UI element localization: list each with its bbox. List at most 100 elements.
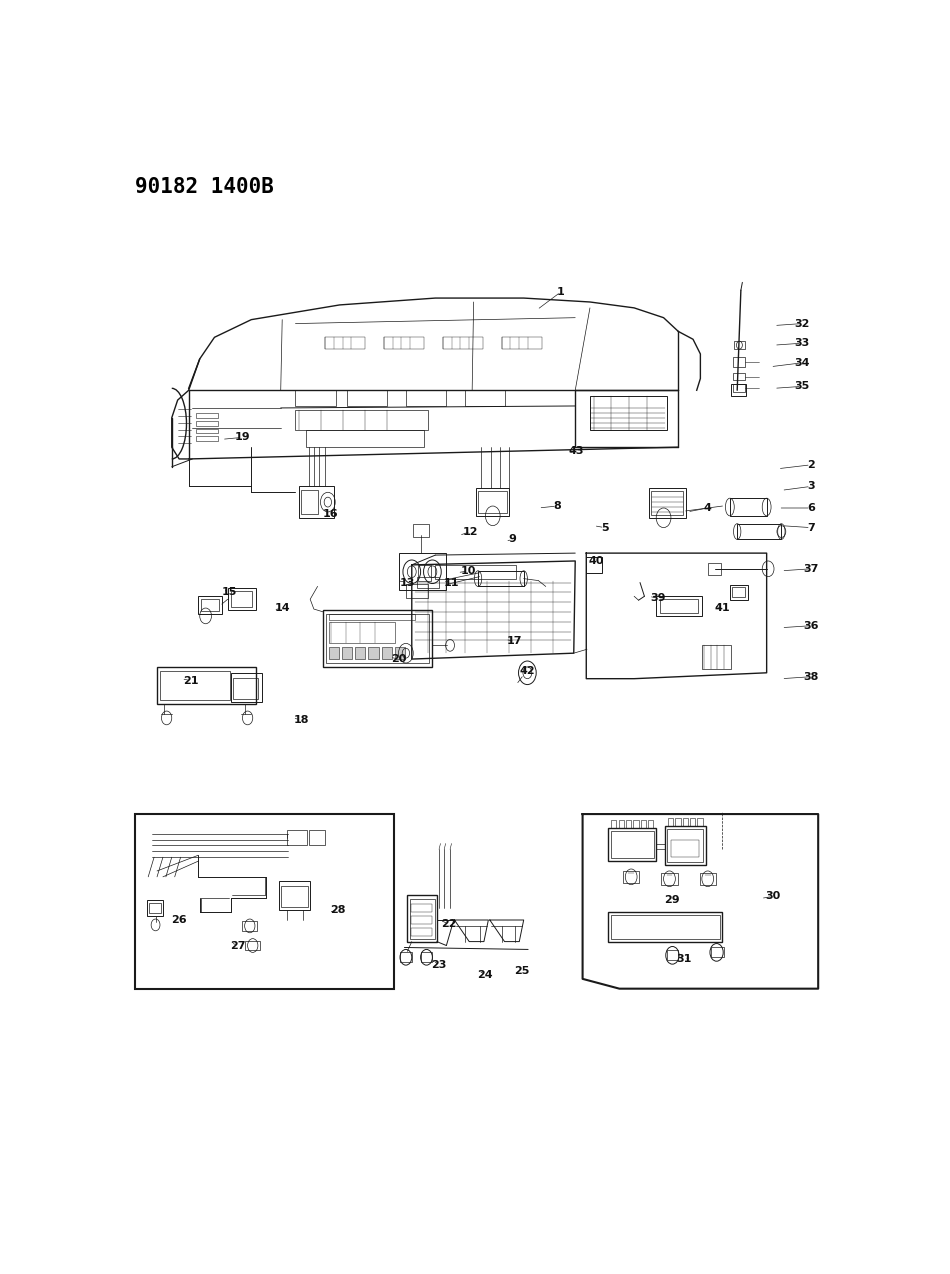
Text: 4: 4 (704, 503, 712, 513)
Bar (443, 338, 484, 349)
Bar (671, 840, 699, 857)
Bar (661, 873, 677, 884)
Bar (395, 647, 405, 659)
Bar (287, 829, 307, 846)
Text: 35: 35 (794, 381, 809, 391)
Bar (160, 671, 230, 701)
Bar (242, 921, 257, 931)
Bar (228, 589, 256, 610)
Bar (660, 599, 698, 613)
Bar (708, 563, 721, 575)
Bar (421, 953, 432, 962)
Bar (149, 903, 161, 913)
Text: 21: 21 (183, 675, 199, 685)
Bar (411, 905, 431, 912)
Bar (683, 818, 688, 826)
Bar (465, 390, 505, 406)
Bar (245, 940, 260, 950)
Bar (502, 338, 542, 349)
Bar (369, 647, 379, 659)
Bar (232, 591, 252, 608)
Bar (730, 585, 748, 600)
Bar (196, 428, 218, 433)
Bar (411, 916, 431, 924)
Text: 42: 42 (520, 666, 535, 675)
Text: 7: 7 (807, 522, 815, 533)
Bar (626, 820, 631, 828)
Bar (329, 622, 395, 643)
Text: 19: 19 (235, 432, 250, 442)
Bar (295, 410, 428, 429)
Text: 29: 29 (665, 896, 680, 906)
Bar (611, 820, 617, 828)
Bar (295, 390, 336, 406)
Bar (347, 390, 388, 406)
Bar (196, 420, 218, 426)
Text: 5: 5 (600, 522, 609, 533)
Bar (199, 596, 221, 614)
Bar (697, 818, 703, 826)
Text: 38: 38 (803, 671, 819, 682)
Bar (634, 820, 638, 828)
Bar (135, 814, 394, 989)
Bar (730, 498, 767, 516)
Bar (608, 912, 722, 941)
Text: 10: 10 (461, 566, 476, 576)
Bar (675, 818, 680, 826)
Text: 20: 20 (390, 654, 407, 664)
Bar (699, 873, 716, 884)
Bar (196, 413, 218, 418)
Text: 11: 11 (444, 577, 459, 587)
Bar (299, 487, 334, 517)
Bar (418, 564, 431, 581)
Text: 32: 32 (794, 318, 809, 329)
Bar (737, 524, 781, 539)
Text: 1: 1 (557, 287, 564, 297)
Text: 2: 2 (807, 460, 815, 470)
Bar (408, 894, 437, 941)
Text: 26: 26 (171, 915, 187, 925)
Bar (406, 583, 428, 599)
Bar (648, 820, 654, 828)
Bar (327, 614, 429, 662)
Text: 9: 9 (508, 534, 517, 544)
Bar (279, 880, 310, 910)
Text: 24: 24 (478, 970, 493, 980)
Text: 41: 41 (714, 603, 731, 613)
Bar (618, 820, 624, 828)
Bar (732, 385, 746, 396)
Text: 33: 33 (794, 338, 809, 348)
Bar (667, 950, 678, 961)
Text: 13: 13 (400, 577, 415, 587)
Bar (585, 557, 601, 573)
Bar (734, 341, 745, 349)
Bar (478, 571, 523, 586)
Bar (417, 577, 439, 589)
Text: 31: 31 (676, 954, 692, 964)
Bar (732, 372, 745, 381)
Text: 37: 37 (803, 564, 819, 573)
Text: 39: 39 (650, 594, 665, 604)
Bar (411, 927, 431, 935)
Bar (384, 338, 425, 349)
Bar (355, 647, 366, 659)
Bar (409, 899, 434, 939)
Bar (231, 673, 261, 702)
Bar (323, 610, 432, 666)
Text: 8: 8 (553, 501, 560, 511)
Text: 6: 6 (807, 503, 815, 513)
Bar (478, 492, 506, 513)
Text: 43: 43 (569, 446, 584, 456)
Text: 27: 27 (230, 940, 246, 950)
Bar (611, 915, 720, 939)
Bar (649, 488, 686, 517)
Bar (329, 647, 339, 659)
Bar (307, 429, 425, 447)
Bar (201, 599, 219, 612)
Bar (329, 614, 415, 620)
Text: 90182 1400B: 90182 1400B (135, 177, 274, 197)
Bar (665, 826, 706, 865)
Bar (281, 885, 308, 907)
Bar (476, 488, 509, 516)
Bar (711, 948, 724, 957)
